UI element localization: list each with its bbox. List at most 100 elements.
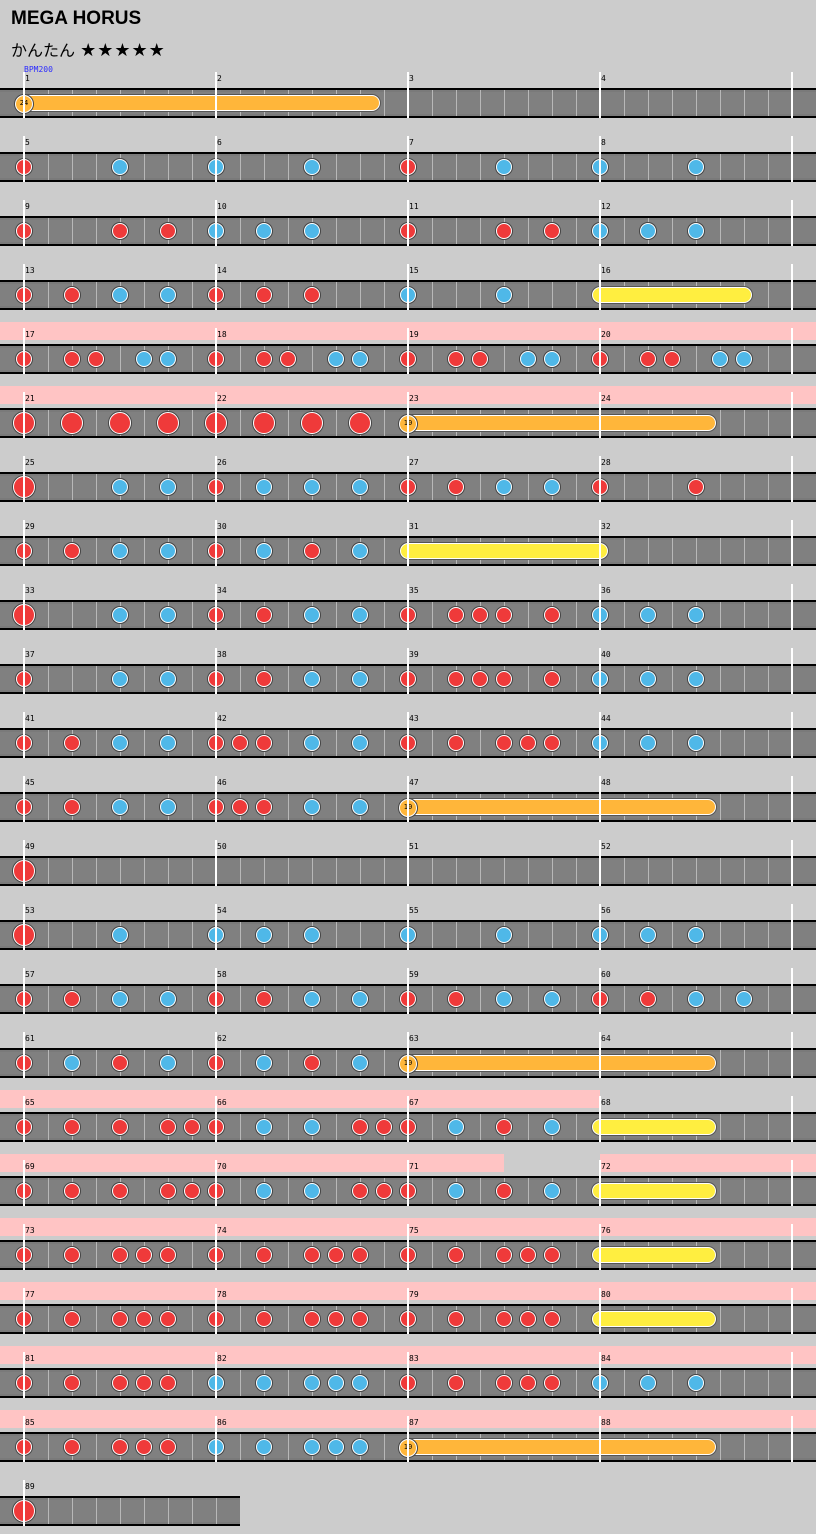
beat-divider xyxy=(192,474,193,500)
beat-divider xyxy=(576,858,577,884)
don-note xyxy=(232,799,248,815)
ka-note xyxy=(688,671,704,687)
beat-divider xyxy=(336,730,337,756)
ka-note xyxy=(640,735,656,751)
balloon-note: 10 xyxy=(399,1439,716,1457)
don-note xyxy=(64,287,80,303)
ka-note xyxy=(112,927,128,943)
big-don-note xyxy=(109,412,131,434)
balloon-note: 10 xyxy=(399,799,716,817)
bar-line xyxy=(23,200,25,246)
beat-divider xyxy=(744,730,745,756)
beat-divider xyxy=(672,730,673,756)
bar-line xyxy=(407,840,409,886)
beat-divider xyxy=(240,1370,241,1396)
beat-divider xyxy=(432,730,433,756)
beat-divider xyxy=(768,794,769,820)
beat-divider xyxy=(720,666,721,692)
big-don-note xyxy=(253,412,275,434)
don-note xyxy=(64,1375,80,1391)
don-note xyxy=(448,351,464,367)
beat-divider xyxy=(744,1114,745,1140)
ka-note xyxy=(112,607,128,623)
bar-line xyxy=(407,776,409,822)
don-note xyxy=(112,1055,128,1071)
bar-line xyxy=(215,136,217,182)
beat-divider xyxy=(192,986,193,1012)
note-lane xyxy=(0,1496,240,1526)
bar-line xyxy=(23,584,25,630)
beat-divider xyxy=(336,986,337,1012)
beat-divider xyxy=(768,1242,769,1268)
beat-divider xyxy=(720,154,721,180)
beat-divider xyxy=(432,346,433,372)
beat-divider xyxy=(384,922,385,948)
beat-divider xyxy=(72,474,73,500)
don-note xyxy=(520,1247,536,1263)
beat-divider xyxy=(528,218,529,244)
beat-divider xyxy=(432,922,433,948)
measure-number: 25 xyxy=(25,458,35,467)
beat-divider xyxy=(624,346,625,372)
bar-line xyxy=(599,1288,601,1334)
ka-note xyxy=(352,1375,368,1391)
don-note xyxy=(112,1183,128,1199)
beat-divider xyxy=(240,1306,241,1332)
measure-number: 39 xyxy=(409,650,419,659)
measure-number: 70 xyxy=(217,1162,227,1171)
measure-number: 6 xyxy=(217,138,222,147)
ka-note xyxy=(160,351,176,367)
don-note xyxy=(256,1247,272,1263)
beat-divider xyxy=(624,474,625,500)
bar-line xyxy=(23,520,25,566)
bar-line xyxy=(23,840,25,886)
beat-divider xyxy=(336,154,337,180)
beat-divider xyxy=(384,1370,385,1396)
beat-divider xyxy=(384,986,385,1012)
measure-number: 24 xyxy=(601,394,611,403)
beat-divider xyxy=(288,1434,289,1460)
don-note xyxy=(304,287,320,303)
beat-divider xyxy=(576,154,577,180)
beat-divider xyxy=(48,218,49,244)
beat-divider xyxy=(480,154,481,180)
beat-divider xyxy=(96,474,97,500)
beat-divider xyxy=(768,1178,769,1204)
bar-line xyxy=(215,968,217,1014)
beat-divider xyxy=(240,410,241,436)
chart-row: 24 1 2 3 4 xyxy=(0,66,816,126)
ka-note xyxy=(256,1183,272,1199)
bar-line xyxy=(599,968,601,1014)
measure-number: 12 xyxy=(601,202,611,211)
ka-note xyxy=(304,1183,320,1199)
beat-divider xyxy=(48,282,49,308)
measure-number: 48 xyxy=(601,778,611,787)
bar-line xyxy=(599,1416,601,1462)
beat-divider xyxy=(48,794,49,820)
beat-divider xyxy=(384,282,385,308)
measure-number: 86 xyxy=(217,1418,227,1427)
chart-row: 5 6 7 8 xyxy=(0,130,816,190)
ka-note xyxy=(256,1439,272,1455)
big-don-note xyxy=(301,412,323,434)
ka-note xyxy=(544,1119,560,1135)
bar-line xyxy=(791,776,793,822)
beat-divider xyxy=(288,1050,289,1076)
bar-line xyxy=(791,520,793,566)
bar-line xyxy=(215,584,217,630)
measure-number: 15 xyxy=(409,266,419,275)
beat-divider xyxy=(744,1434,745,1460)
beat-divider xyxy=(192,282,193,308)
measure-number: 42 xyxy=(217,714,227,723)
ka-note xyxy=(640,607,656,623)
don-note xyxy=(64,735,80,751)
beat-divider xyxy=(720,90,721,116)
measure-number: 11 xyxy=(409,202,419,211)
measure-number: 54 xyxy=(217,906,227,915)
measure-number: 7 xyxy=(409,138,414,147)
beat-divider xyxy=(96,1498,97,1524)
bar-line xyxy=(23,392,25,438)
beat-divider xyxy=(744,218,745,244)
measure-number: 57 xyxy=(25,970,35,979)
don-note xyxy=(448,735,464,751)
